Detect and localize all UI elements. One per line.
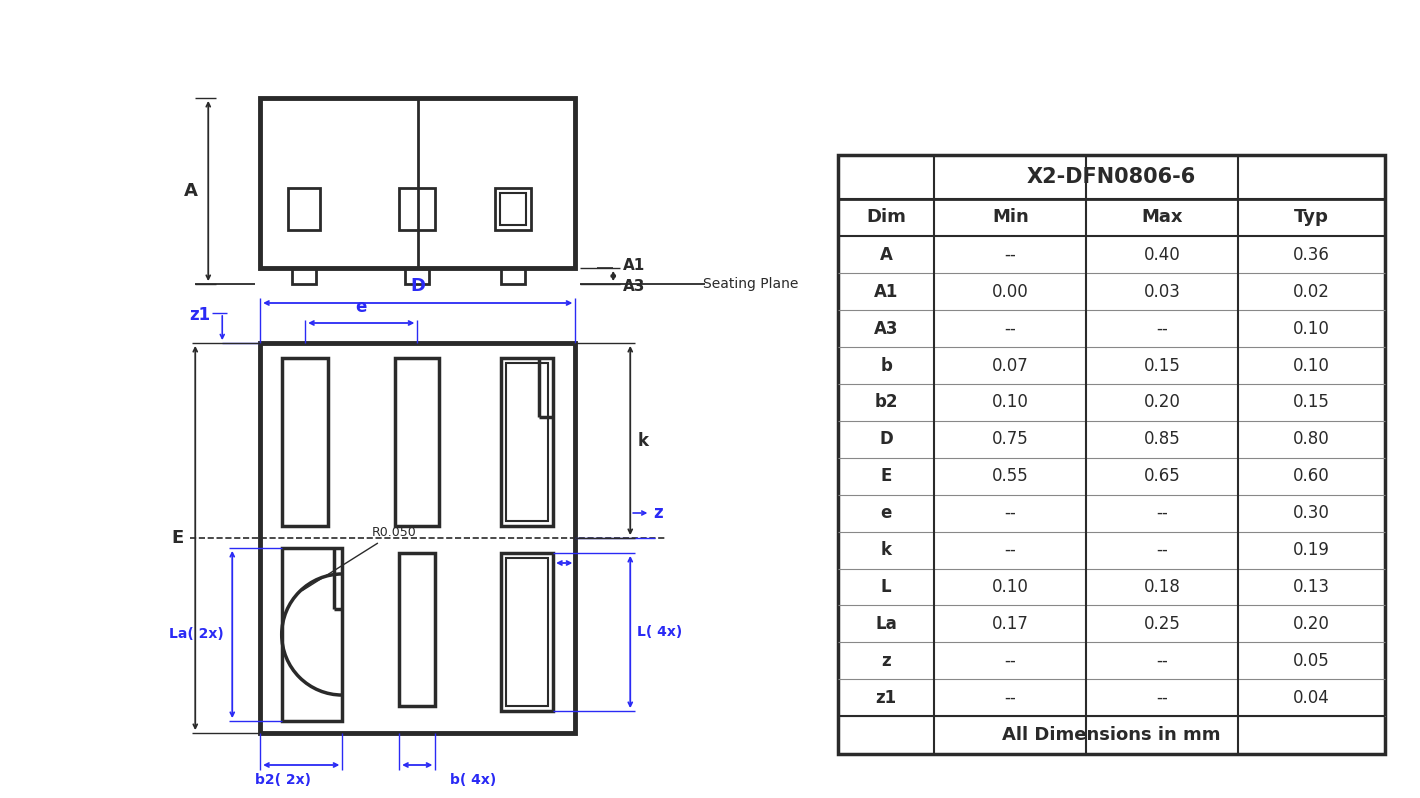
Text: E: E <box>880 468 892 485</box>
Text: L( 4x): L( 4x) <box>638 625 683 639</box>
Text: E: E <box>170 529 183 547</box>
Text: 0.20: 0.20 <box>1294 615 1329 633</box>
Text: e: e <box>355 298 366 316</box>
Bar <box>283 548 342 721</box>
Text: A3: A3 <box>623 279 646 294</box>
Text: D: D <box>410 277 425 295</box>
Text: 0.55: 0.55 <box>993 468 1028 485</box>
Text: All Dimensions in mm: All Dimensions in mm <box>1003 726 1220 745</box>
Bar <box>288 188 321 230</box>
Text: 0.60: 0.60 <box>1294 468 1329 485</box>
Text: e: e <box>880 504 892 522</box>
Bar <box>260 343 575 733</box>
Text: Dim: Dim <box>866 208 906 227</box>
Text: z: z <box>882 652 890 670</box>
Text: A3: A3 <box>873 320 899 338</box>
Bar <box>838 155 1384 754</box>
Text: 0.10: 0.10 <box>993 393 1028 412</box>
Text: Max: Max <box>1142 208 1183 227</box>
Text: z: z <box>653 504 663 522</box>
Bar <box>399 553 436 706</box>
Bar <box>283 358 328 526</box>
Text: X2-DFN0806-6: X2-DFN0806-6 <box>1027 167 1196 187</box>
Text: 0.10: 0.10 <box>993 578 1028 596</box>
Text: L: L <box>880 578 892 596</box>
Text: k: k <box>880 541 892 559</box>
Bar <box>293 268 317 284</box>
Text: 0.80: 0.80 <box>1294 430 1329 448</box>
Text: Seating Plane: Seating Plane <box>703 277 798 291</box>
Text: 0.15: 0.15 <box>1145 357 1180 374</box>
Text: D: D <box>879 430 893 448</box>
Text: 0.36: 0.36 <box>1294 246 1329 264</box>
Bar <box>260 98 575 268</box>
Text: z1: z1 <box>189 306 210 324</box>
Text: --: -- <box>1156 652 1169 670</box>
Text: 0.04: 0.04 <box>1294 689 1329 707</box>
Text: 0.65: 0.65 <box>1145 468 1180 485</box>
Bar <box>507 363 548 521</box>
Text: b: b <box>880 357 892 374</box>
Text: Min: Min <box>993 208 1028 227</box>
Text: k: k <box>638 432 649 449</box>
Text: 0.03: 0.03 <box>1145 282 1180 301</box>
Text: --: -- <box>1156 689 1169 707</box>
Text: A: A <box>879 246 893 264</box>
Text: --: -- <box>1004 246 1017 264</box>
Text: 0.85: 0.85 <box>1145 430 1180 448</box>
Text: 0.19: 0.19 <box>1294 541 1329 559</box>
Bar <box>395 358 439 526</box>
Text: 0.40: 0.40 <box>1145 246 1180 264</box>
Bar <box>507 558 548 706</box>
Text: --: -- <box>1156 504 1169 522</box>
Text: --: -- <box>1004 320 1017 338</box>
Text: --: -- <box>1004 689 1017 707</box>
Text: 0.13: 0.13 <box>1292 578 1331 596</box>
Text: A1: A1 <box>623 258 646 273</box>
Bar <box>500 193 527 225</box>
Text: b2( 2x): b2( 2x) <box>256 773 311 787</box>
Text: A: A <box>185 182 199 200</box>
Text: 0.10: 0.10 <box>1294 320 1329 338</box>
Text: 0.10: 0.10 <box>1294 357 1329 374</box>
Text: 0.18: 0.18 <box>1145 578 1180 596</box>
Text: --: -- <box>1004 652 1017 670</box>
Text: La: La <box>875 615 897 633</box>
Text: --: -- <box>1004 541 1017 559</box>
Text: --: -- <box>1156 320 1169 338</box>
Bar <box>501 553 554 711</box>
Text: 0.02: 0.02 <box>1294 282 1329 301</box>
Text: A1: A1 <box>873 282 899 301</box>
Bar <box>496 188 531 230</box>
Text: Typ: Typ <box>1294 208 1329 227</box>
Bar <box>501 268 525 284</box>
Text: 0.25: 0.25 <box>1145 615 1180 633</box>
Text: b2: b2 <box>875 393 897 412</box>
Text: 0.75: 0.75 <box>993 430 1028 448</box>
Text: La( 2x): La( 2x) <box>169 627 224 642</box>
Text: b( 4x): b( 4x) <box>450 773 497 787</box>
Text: 0.30: 0.30 <box>1294 504 1329 522</box>
Text: z1: z1 <box>876 689 896 707</box>
Text: --: -- <box>1156 541 1169 559</box>
Text: 0.15: 0.15 <box>1294 393 1329 412</box>
Text: 0.05: 0.05 <box>1294 652 1329 670</box>
Bar <box>501 358 554 526</box>
Text: 0.07: 0.07 <box>993 357 1028 374</box>
Text: 0.00: 0.00 <box>993 282 1028 301</box>
Bar <box>405 268 429 284</box>
Bar <box>399 188 436 230</box>
Text: --: -- <box>1004 504 1017 522</box>
Text: 0.17: 0.17 <box>993 615 1028 633</box>
Text: 0.20: 0.20 <box>1145 393 1180 412</box>
Text: R0.050: R0.050 <box>302 526 417 591</box>
